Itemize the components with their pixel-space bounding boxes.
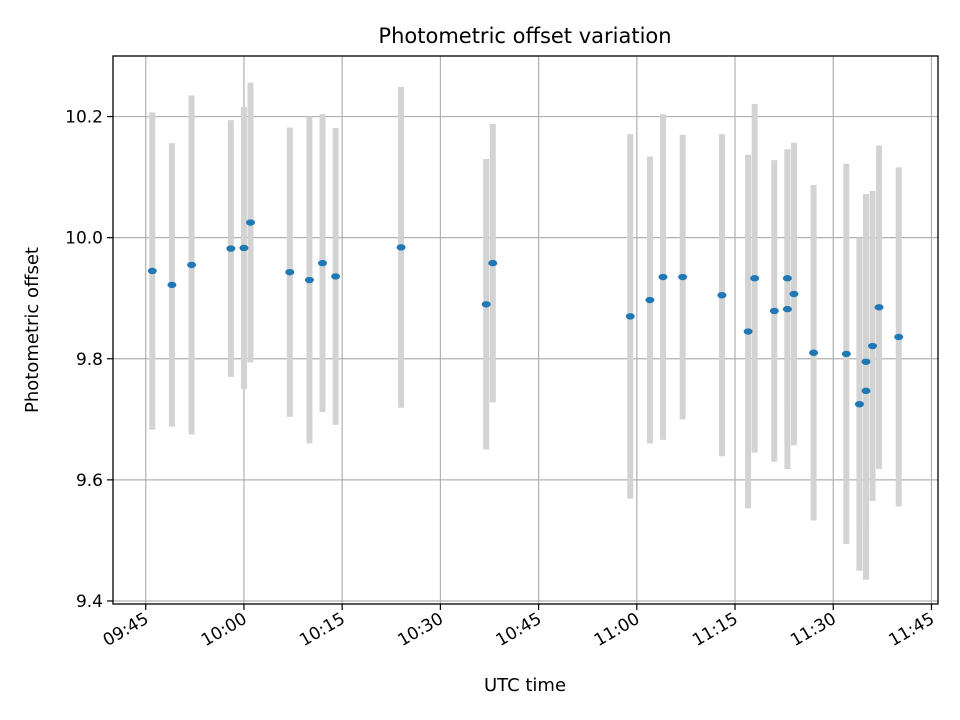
y-tick-label: 10.0 xyxy=(65,229,103,249)
x-tick-label: 11:30 xyxy=(787,609,839,651)
data-point xyxy=(750,275,760,282)
data-point xyxy=(868,342,878,350)
data-point xyxy=(861,387,871,395)
data-points xyxy=(147,219,904,408)
data-point xyxy=(782,305,792,313)
x-tick-label: 11:00 xyxy=(591,609,643,651)
x-tick-label: 10:00 xyxy=(198,609,250,651)
data-point xyxy=(481,301,491,308)
y-axis-label: Photometric offset xyxy=(22,247,43,413)
y-tick-label: 9.6 xyxy=(76,471,103,491)
data-point xyxy=(625,313,635,320)
data-point xyxy=(894,333,904,341)
data-point xyxy=(488,259,498,267)
data-point xyxy=(717,291,727,299)
data-point xyxy=(782,275,792,282)
data-point xyxy=(854,400,864,408)
data-point xyxy=(167,281,177,289)
data-point xyxy=(304,276,314,284)
data-point xyxy=(861,358,871,365)
data-point xyxy=(743,328,753,335)
data-point xyxy=(645,296,655,304)
y-tick-label: 9.8 xyxy=(76,350,103,370)
data-point xyxy=(809,349,819,356)
data-point xyxy=(874,304,884,311)
data-point xyxy=(331,273,341,280)
chart-title: Photometric offset variation xyxy=(378,24,671,48)
x-tick-label: 10:15 xyxy=(296,609,348,651)
data-point xyxy=(396,244,406,251)
grid xyxy=(113,56,938,604)
x-tick-label: 10:45 xyxy=(493,609,545,651)
data-point xyxy=(841,350,851,358)
data-point xyxy=(226,245,236,252)
data-point xyxy=(246,219,255,226)
x-tick-label: 09:45 xyxy=(100,609,152,651)
data-point xyxy=(187,261,197,269)
data-point xyxy=(318,259,328,267)
data-point xyxy=(147,267,157,275)
data-point xyxy=(678,273,688,281)
plot-frame xyxy=(112,55,939,605)
x-tick-label: 11:45 xyxy=(886,609,938,651)
data-point xyxy=(769,307,779,315)
data-point xyxy=(285,268,295,276)
y-tick-label: 10.2 xyxy=(65,108,103,128)
x-tick-label: 11:15 xyxy=(689,609,741,651)
data-point xyxy=(239,244,249,252)
data-point xyxy=(658,273,668,281)
x-axis-label: UTC time xyxy=(484,675,566,696)
y-tick-label: 9.4 xyxy=(76,592,103,612)
data-point xyxy=(789,290,799,298)
x-tick-label: 10:30 xyxy=(394,609,446,651)
